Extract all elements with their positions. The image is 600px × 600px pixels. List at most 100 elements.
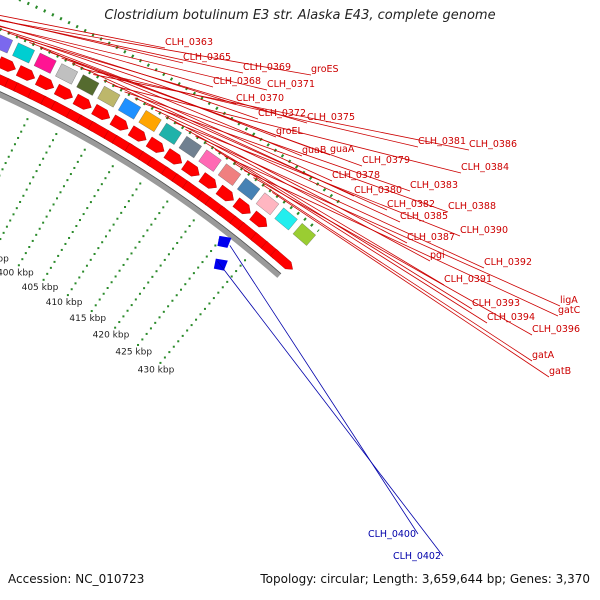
gene-label: CLH_0380 xyxy=(354,185,402,196)
cog-block-rect xyxy=(217,163,242,186)
gene-arrow-outer-shape xyxy=(91,104,111,120)
cog-block-rect xyxy=(198,149,222,172)
kbp-tick-dot xyxy=(137,343,140,346)
gene-label: CLH_0393 xyxy=(472,298,520,309)
kbp-tick-dot xyxy=(70,288,73,291)
kbp-tick-dot xyxy=(24,252,27,255)
cog-block-rect xyxy=(178,136,202,159)
leader-line xyxy=(224,156,561,307)
kbp-tick-dot xyxy=(9,219,12,222)
gene-arrow-outer-shape xyxy=(109,114,129,131)
gene-arrow-outer-shape xyxy=(34,74,55,91)
kbp-tick-dot xyxy=(35,170,38,173)
kbp-tick-dot xyxy=(80,154,83,157)
leader-line xyxy=(0,26,268,91)
kbp-tick-dot xyxy=(98,298,101,301)
leader-line xyxy=(72,62,333,182)
kbp-tick-dot xyxy=(162,206,165,209)
kbp-tick-dot xyxy=(159,264,162,267)
kbp-label: 415 kbp xyxy=(69,314,106,324)
gene-label: CLH_0387 xyxy=(407,232,455,243)
kbp-tick-dot xyxy=(212,297,215,300)
kbp-tick-dot xyxy=(162,310,165,313)
kbp-tick-dot xyxy=(154,321,157,324)
kbp-tick-dot xyxy=(78,219,81,222)
kbp-tick-dot xyxy=(12,213,15,216)
gene-arrow-outer xyxy=(91,104,111,120)
gene-arrow-outer-shape xyxy=(232,197,251,215)
kbp-tick-dot xyxy=(20,130,23,133)
gene-arrow-outer-shape xyxy=(145,136,165,153)
kbp-tick-dot xyxy=(49,266,52,269)
kbp-tick-dot xyxy=(93,195,96,198)
kbp-tick-dot xyxy=(13,143,16,146)
kbp-tick-dot xyxy=(168,351,171,354)
leader-line xyxy=(82,68,419,148)
kbp-label: 420 kbp xyxy=(93,330,130,340)
kbp-tick-dot xyxy=(177,340,180,343)
gene-label: CLH_0390 xyxy=(460,225,508,236)
kbp-tick-dot xyxy=(116,217,119,220)
cog-block-rect xyxy=(255,192,280,216)
kbp-tick-dot xyxy=(135,188,138,191)
gene-label: CLH_0392 xyxy=(484,257,532,268)
kbp-label: 395 kbp xyxy=(0,255,9,265)
gene-label: CLH_0379 xyxy=(362,155,410,166)
genome-backbone xyxy=(0,92,281,278)
kbp-tick-dot xyxy=(141,338,144,341)
cog-block xyxy=(33,52,57,74)
leader-line xyxy=(262,184,533,362)
kbp-tick-dot xyxy=(102,292,105,295)
cog-block xyxy=(76,74,100,96)
gene-arrow-outer-shape xyxy=(53,83,73,100)
kbp-tick-dot xyxy=(172,345,175,348)
kbp-tick-dot xyxy=(118,321,121,324)
kbp-tick-dot xyxy=(138,240,141,243)
kbp-tick-dot xyxy=(226,280,229,283)
cog-block xyxy=(237,177,261,201)
leader-line xyxy=(214,149,473,310)
gene-arrow-outer-shape xyxy=(249,210,268,228)
leader-line xyxy=(134,97,388,211)
gene-label: CLH_0386 xyxy=(469,139,517,150)
gene-label: CLH_0391 xyxy=(444,274,492,285)
gene-label: CLH_0384 xyxy=(461,162,509,173)
kbp-tick-dot xyxy=(4,162,7,165)
kbp-tick-dot xyxy=(42,157,45,160)
kbp-tick-dot xyxy=(154,217,157,220)
kbp-tick-dot xyxy=(2,231,5,234)
kbp-tick-dot xyxy=(46,272,49,275)
kbp-tick-dot xyxy=(192,272,195,275)
gene-label: CLH_0382 xyxy=(387,199,435,210)
leader-line xyxy=(234,163,488,324)
cog-block xyxy=(292,223,316,246)
gene-arrow-outer-shape xyxy=(163,148,183,165)
gene-label: CLH_0381 xyxy=(418,136,466,147)
kbp-tick-dot xyxy=(75,225,78,228)
gene-arrow-outer xyxy=(53,83,73,100)
kbp-tick-dot xyxy=(186,329,189,332)
kbp-tick-dot xyxy=(22,194,25,197)
kbp-tick-dot xyxy=(108,171,111,174)
kbp-tick-dot xyxy=(239,264,242,267)
kbp-tick-dot xyxy=(106,287,109,290)
kbp-tick-dot xyxy=(112,223,115,226)
kbp-tick-dot xyxy=(114,326,117,329)
kbp-tick-dot xyxy=(188,277,191,280)
kbp-tick-dot xyxy=(149,327,152,330)
gene-label: groEL xyxy=(276,126,304,137)
kbp-tick-dot xyxy=(93,252,96,255)
cog-block-rect xyxy=(118,97,142,120)
kbp-tick-dot xyxy=(147,281,150,284)
kbp-tick-dot xyxy=(131,194,134,197)
gene-label: CLH_0371 xyxy=(267,79,315,90)
gene-arrow-outer-shape xyxy=(72,93,92,110)
kbp-tick-dot xyxy=(163,356,166,359)
gene-arrow-outer-shape xyxy=(0,56,16,72)
gene-arrow-outer xyxy=(0,56,16,72)
kbp-tick-dot xyxy=(45,151,48,154)
kbp-tick-dot xyxy=(172,247,175,250)
kbp-tick-dot xyxy=(195,318,198,321)
